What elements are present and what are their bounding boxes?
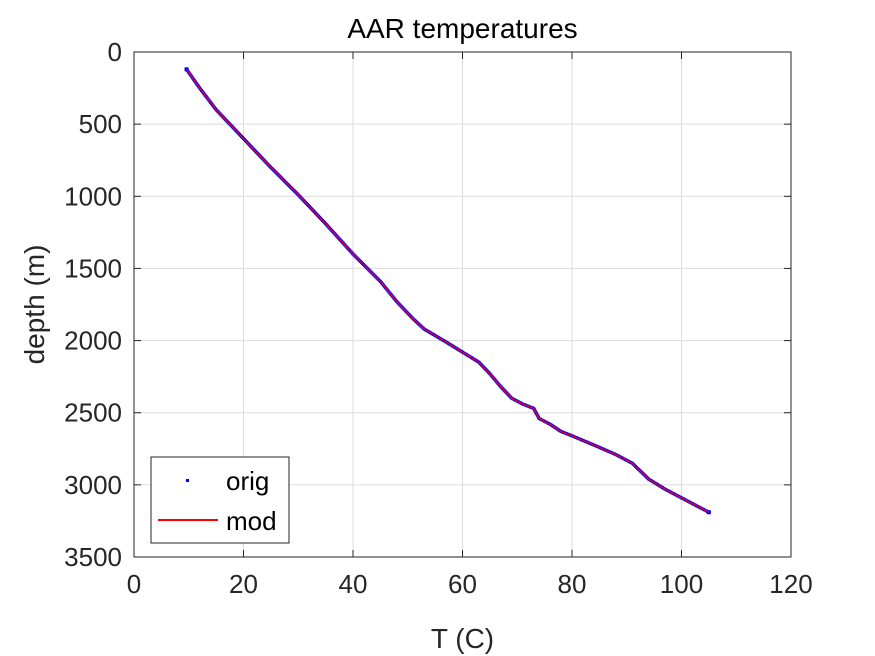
ticks [133,51,792,558]
x-tick-label: 0 [127,569,141,599]
legend-marker-orig [186,479,189,482]
y-tick-label: 500 [79,109,122,139]
y-axis-label: depth (m) [19,245,50,365]
legend-label-orig: orig [226,466,269,496]
x-tick-label: 120 [769,569,812,599]
y-tick-label: 3500 [64,542,122,572]
orig-point [184,67,189,72]
legend-label-mod: mod [226,506,277,536]
x-tick-label: 20 [229,569,258,599]
chart-title: AAR temperatures [347,13,577,44]
series-mod-line [186,68,710,513]
x-axis-label: T (C) [431,623,494,654]
x-tick-label: 60 [448,569,477,599]
y-tick-label: 2500 [64,398,122,428]
y-tick-label: 1500 [64,253,122,283]
y-tick-label: 1000 [64,181,122,211]
series-layer [184,67,711,515]
legend-box [150,456,290,544]
y-tick-label: 3000 [64,470,122,500]
y-tick-label: 0 [108,37,122,67]
x-tick-label: 80 [558,569,587,599]
y-tick-label: 2000 [64,326,122,356]
tick-labels: 0 20 40 60 80 100 120 0 500 1000 1500 2000 2500 3000 3… [64,37,813,599]
legend: orig mod [150,456,290,544]
x-tick-label: 40 [339,569,368,599]
x-tick-label: 100 [660,569,703,599]
